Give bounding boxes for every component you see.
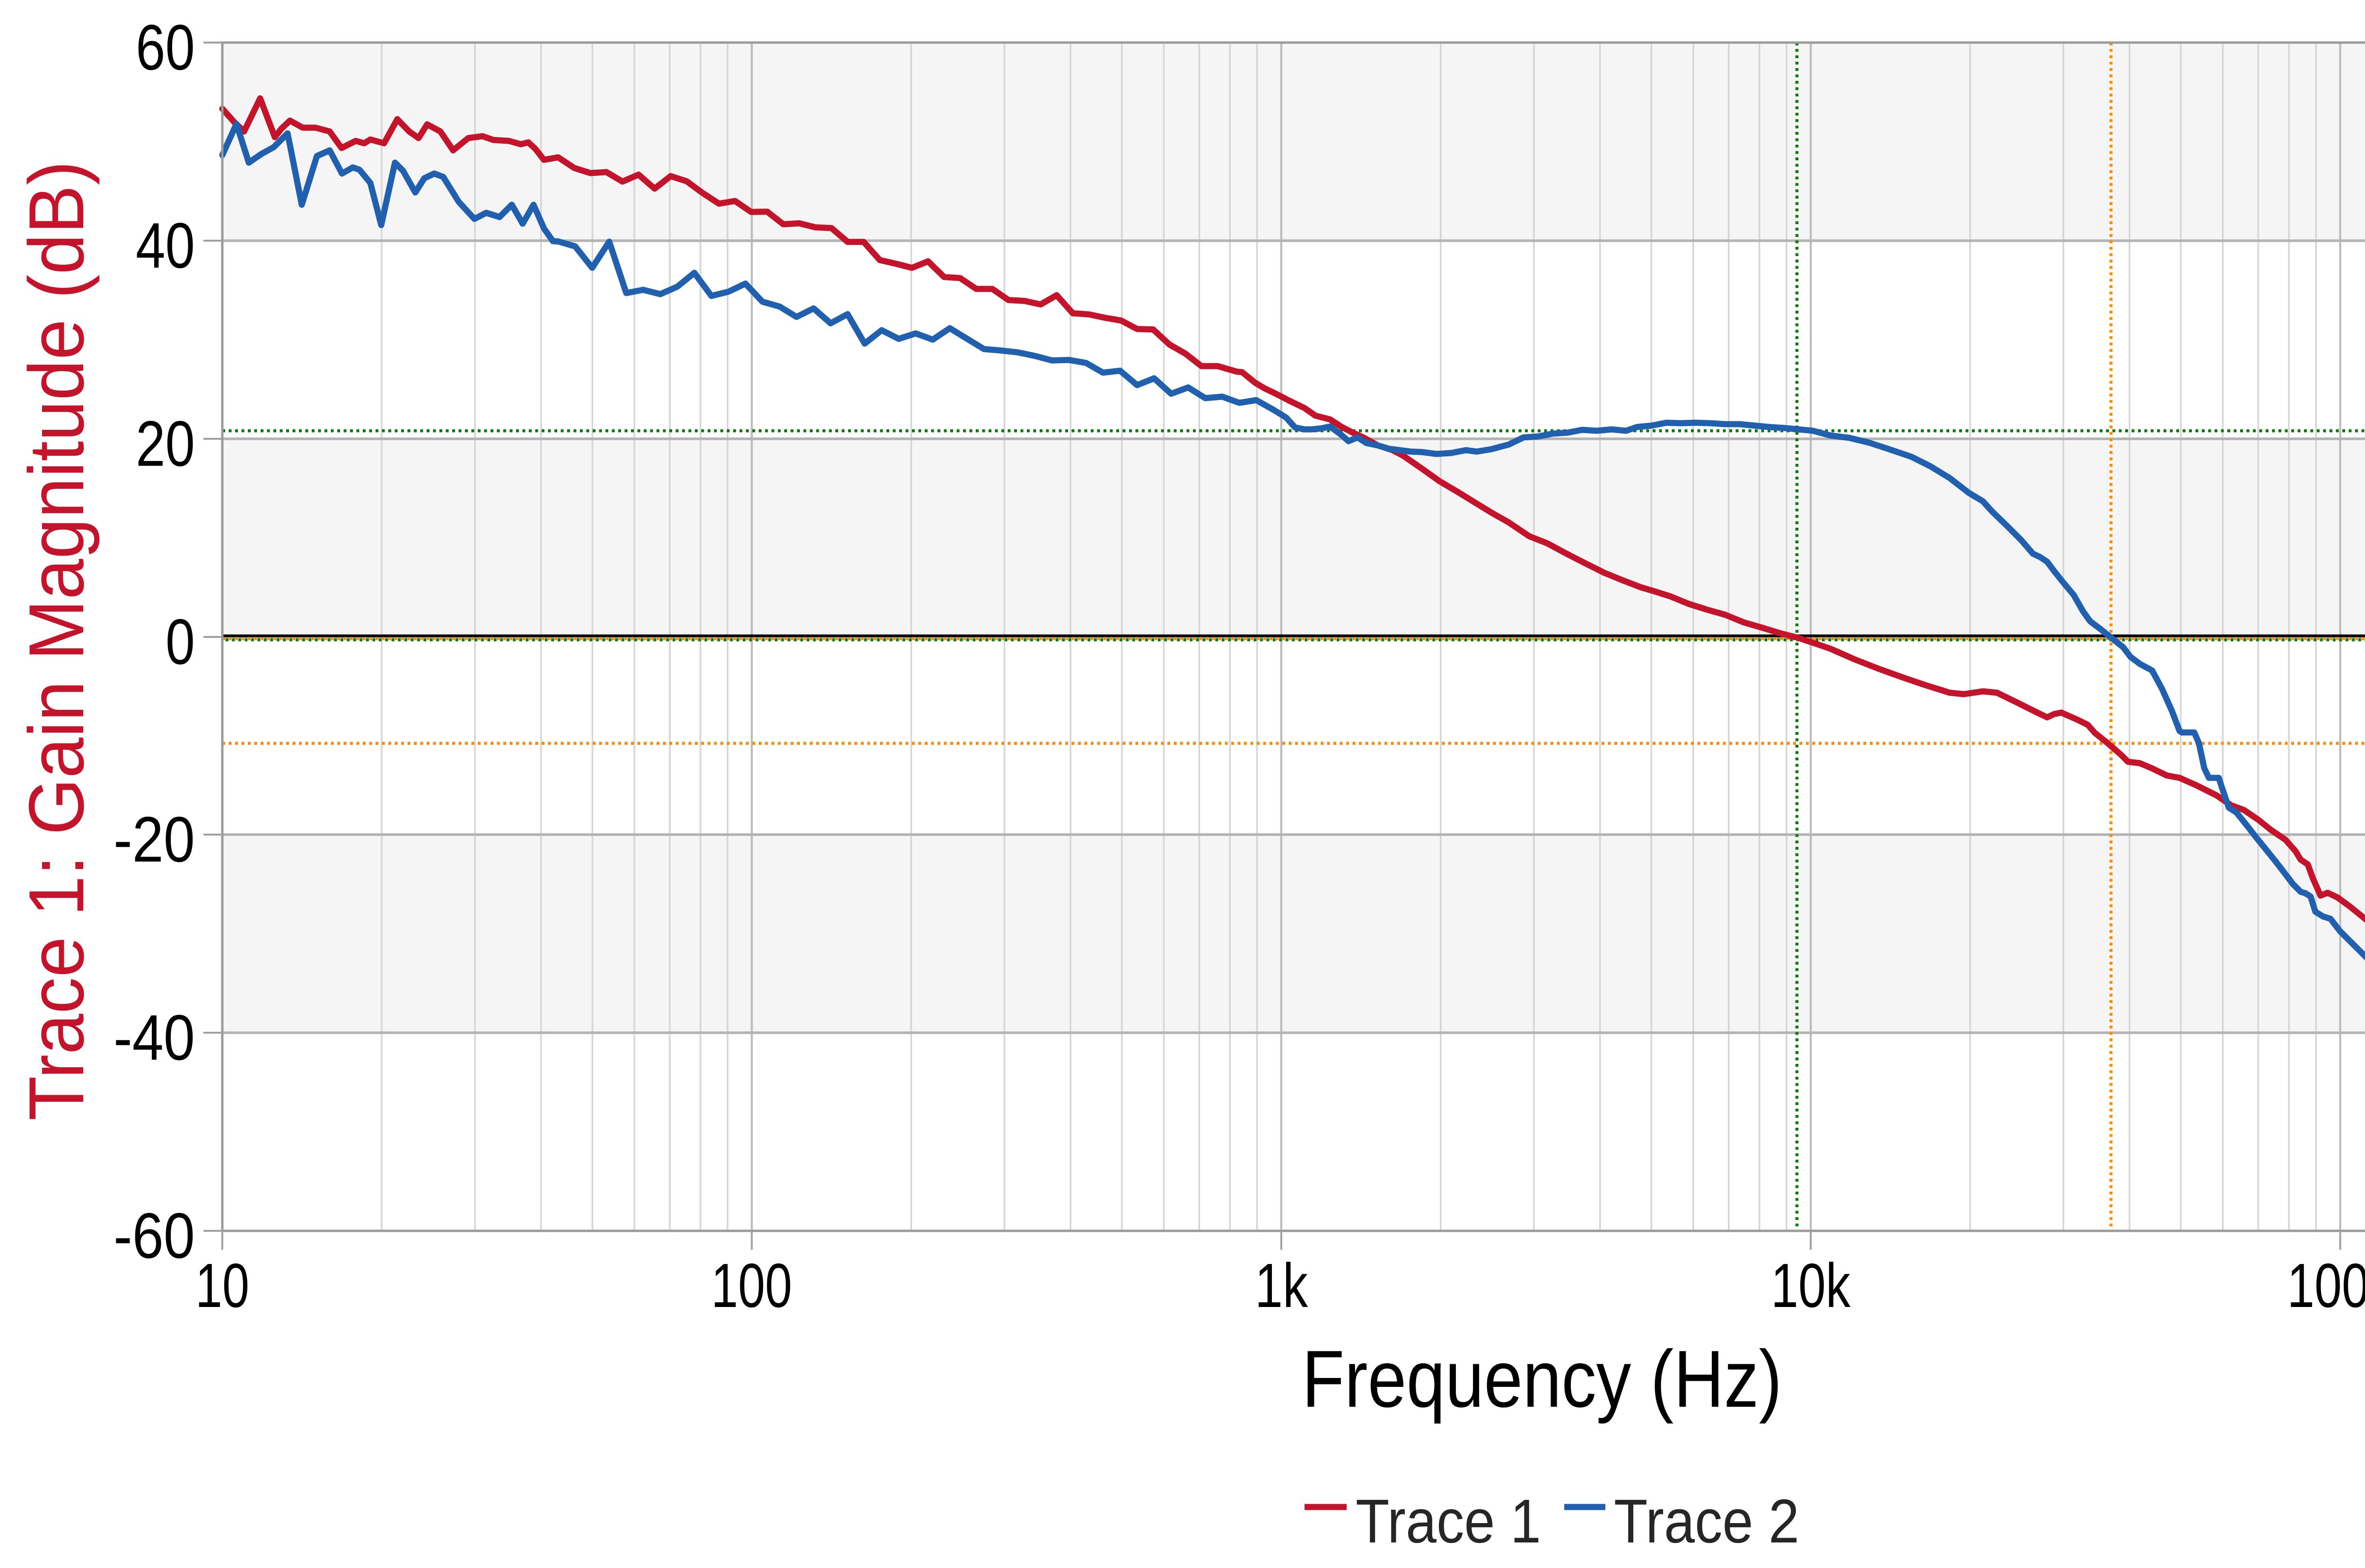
svg-text:10k: 10k bbox=[1771, 1251, 1851, 1320]
svg-text:20: 20 bbox=[136, 408, 195, 479]
svg-text:1k: 1k bbox=[1255, 1251, 1308, 1320]
svg-text:Trace 2: Trace 2 bbox=[1614, 1486, 1799, 1556]
svg-text:Frequency (Hz): Frequency (Hz) bbox=[1302, 1334, 1782, 1424]
svg-text:-20: -20 bbox=[114, 803, 195, 875]
svg-text:40: 40 bbox=[136, 209, 195, 281]
svg-text:100k: 100k bbox=[2287, 1251, 2365, 1320]
svg-text:Trace 1: Gain Magnitude (dB): Trace 1: Gain Magnitude (dB) bbox=[13, 161, 100, 1121]
svg-text:0: 0 bbox=[166, 606, 195, 678]
svg-text:-40: -40 bbox=[114, 1002, 195, 1073]
svg-text:Trace 1: Trace 1 bbox=[1356, 1486, 1541, 1556]
svg-text:10: 10 bbox=[195, 1251, 249, 1320]
svg-text:-60: -60 bbox=[114, 1200, 195, 1272]
svg-text:100: 100 bbox=[711, 1251, 792, 1320]
svg-text:60: 60 bbox=[136, 11, 195, 83]
